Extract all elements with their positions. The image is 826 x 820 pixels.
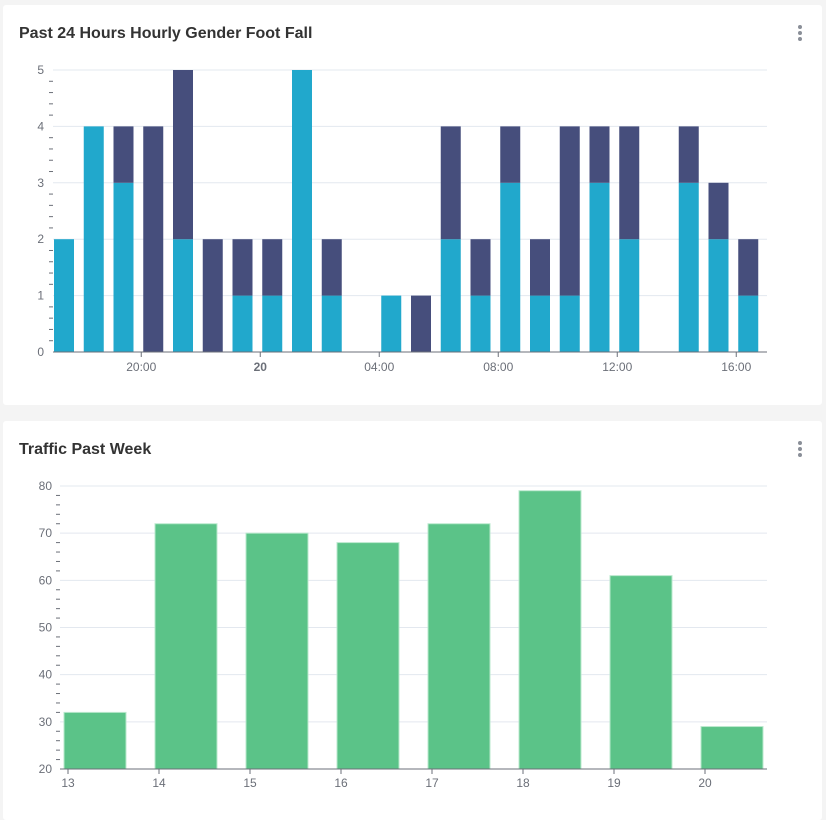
y-tick-label: 60	[39, 573, 53, 587]
bar-segment-series-a	[381, 295, 402, 352]
x-tick-label: 15	[243, 776, 257, 790]
bar-segment-series-b	[113, 126, 134, 183]
x-tick-label: 20	[254, 360, 268, 374]
bar-segment-series-a	[232, 295, 253, 352]
hourly-foot-fall-chart: 0 1 2 3 4 5 20:00 20 04:00 08:00 12:00 16:00	[37, 63, 767, 374]
y-tick-label: 5	[37, 63, 44, 77]
bar-segment-series-b	[321, 239, 342, 296]
x-tick-label: 13	[61, 776, 75, 790]
bar-segment-series-a	[589, 182, 610, 352]
bar-segment-series-a	[173, 239, 193, 352]
x-tick-label: 20	[698, 776, 712, 790]
bar-segment-series-b	[202, 239, 223, 352]
bar-segment-series-a	[321, 295, 342, 352]
bar	[518, 490, 582, 770]
bar-segment-series-b	[173, 70, 193, 240]
y-tick-label: 3	[37, 176, 44, 190]
bar-segment-series-b	[440, 126, 461, 240]
bar-segment-series-b	[589, 126, 610, 183]
traffic-past-week-card: Traffic Past Week	[3, 421, 822, 820]
y-tick-label: 50	[39, 621, 53, 635]
y-tick-label: 80	[39, 479, 53, 493]
bar-segment-series-a	[619, 239, 640, 352]
bar	[700, 726, 764, 770]
bar	[154, 523, 218, 770]
bar-segment-series-b	[559, 126, 580, 296]
card-title: Traffic Past Week	[19, 441, 152, 458]
x-tick-label: 16:00	[721, 360, 751, 374]
x-tick-label: 16	[334, 776, 348, 790]
bar-segment-series-a	[292, 70, 312, 352]
y-tick-label: 30	[39, 715, 53, 729]
bar-segment-series-a	[678, 182, 699, 352]
bar-segment-series-b	[262, 239, 283, 296]
bar	[336, 542, 400, 770]
bar-segment-series-a	[470, 295, 491, 352]
bar	[609, 575, 673, 770]
bar	[427, 523, 491, 770]
bar-segment-series-a	[559, 295, 580, 352]
bar-segment-series-b	[143, 126, 164, 353]
x-tick-label: 20:00	[126, 360, 156, 374]
more-vertical-icon[interactable]	[792, 439, 808, 459]
x-tick-label: 08:00	[483, 360, 513, 374]
bar-segment-series-b	[678, 126, 699, 183]
bar-segment-series-a	[500, 182, 521, 352]
y-tick-label: 70	[39, 526, 53, 540]
x-tick-label: 17	[425, 776, 439, 790]
bar-segment-series-a	[530, 295, 550, 352]
bar-segment-series-b	[500, 126, 521, 183]
bar	[63, 711, 127, 770]
bar-segment-series-b	[738, 239, 759, 296]
bar-segment-series-b	[232, 239, 253, 296]
bar-segment-series-a	[54, 239, 74, 352]
y-tick-label: 4	[37, 119, 44, 133]
bar-segment-series-b	[619, 126, 640, 240]
bar-segment-series-a	[262, 295, 283, 352]
x-tick-label: 19	[607, 776, 621, 790]
bar-segment-series-b	[708, 182, 729, 240]
bar-segment-series-a	[440, 239, 461, 352]
x-tick-label: 12:00	[602, 360, 632, 374]
y-tick-label: 1	[37, 289, 44, 303]
y-tick-label: 2	[37, 232, 44, 246]
bar-segment-series-b	[470, 239, 491, 296]
bar-segment-series-a	[83, 126, 104, 353]
bar-segment-series-b	[411, 295, 431, 352]
bar-segment-series-a	[708, 239, 729, 352]
card-title: Past 24 Hours Hourly Gender Foot Fall	[19, 25, 313, 42]
bar-segment-series-b	[530, 239, 550, 296]
x-tick-label: 04:00	[364, 360, 394, 374]
more-vertical-icon[interactable]	[792, 23, 808, 43]
bar	[245, 532, 309, 770]
x-tick-label: 14	[152, 776, 166, 790]
y-tick-label: 20	[39, 762, 53, 776]
y-tick-label: 0	[37, 345, 44, 359]
x-tick-label: 18	[516, 776, 530, 790]
y-tick-label: 40	[39, 668, 53, 682]
bar-segment-series-a	[738, 295, 759, 352]
bar-segment-series-a	[113, 182, 134, 352]
